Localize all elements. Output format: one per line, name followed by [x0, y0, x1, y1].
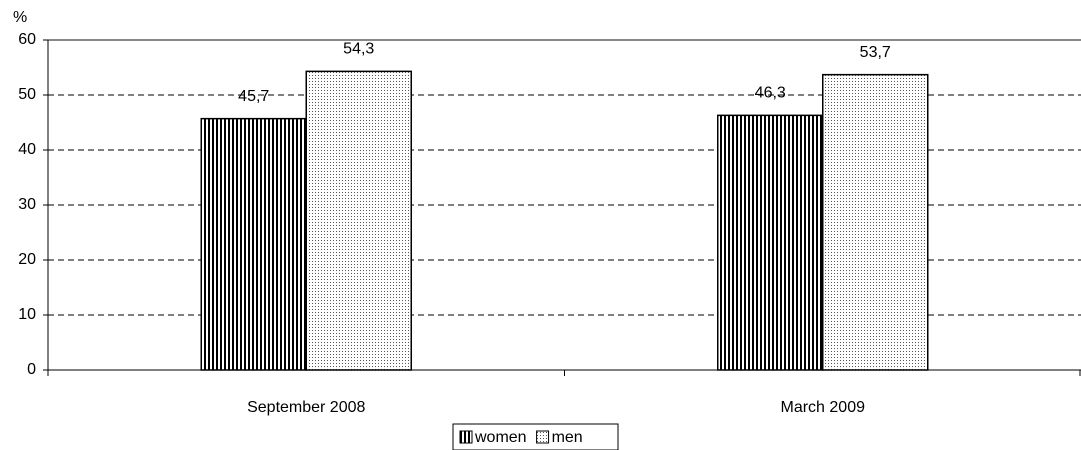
data-label: 53,7 — [860, 44, 891, 61]
data-label: 54,3 — [343, 41, 374, 58]
y-axis-label: % — [13, 9, 27, 26]
legend-box — [452, 423, 619, 450]
data-label: 46,3 — [755, 85, 786, 102]
y-tick-label: 60 — [18, 31, 36, 48]
y-tick-label: 20 — [18, 251, 36, 268]
bar — [305, 70, 412, 371]
y-tick-label: 30 — [18, 196, 36, 213]
y-tick-label: 40 — [18, 141, 36, 158]
legend-label: women — [474, 429, 527, 446]
legend-swatch — [536, 430, 550, 444]
bar — [822, 73, 929, 371]
x-tick-label: March 2009 — [781, 399, 866, 416]
y-tick-label: 0 — [27, 361, 36, 378]
y-tick-label: 50 — [18, 86, 36, 103]
legend-swatch — [459, 430, 473, 444]
bar — [200, 117, 307, 371]
bar — [717, 114, 824, 371]
y-tick-label: 10 — [18, 306, 36, 323]
data-label: 45,7 — [238, 88, 269, 105]
legend-label: men — [552, 429, 583, 446]
x-tick-label: September 2008 — [247, 399, 365, 416]
